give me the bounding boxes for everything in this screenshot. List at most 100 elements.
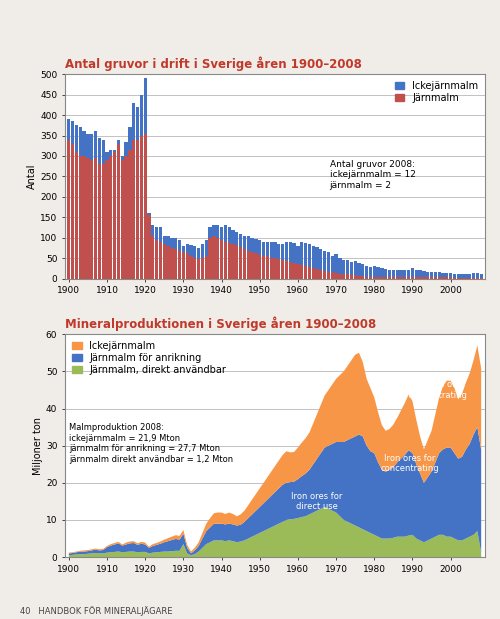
Bar [358,263,360,279]
Bar [258,255,262,279]
Bar [277,259,280,279]
Bar [476,278,479,279]
Bar [384,269,388,279]
Bar [182,252,185,279]
Bar [330,272,334,279]
Bar [86,158,90,279]
Bar [407,277,410,279]
Bar [388,269,391,279]
Bar [396,277,399,279]
Bar [132,140,136,279]
Bar [148,215,150,279]
Bar [388,277,391,279]
Bar [162,244,166,279]
Bar [369,277,372,279]
Bar [212,236,216,279]
Bar [472,273,475,279]
Bar [350,262,353,279]
Bar [323,271,326,279]
Bar [281,260,284,279]
Bar [82,156,86,279]
Bar [422,277,426,279]
Bar [411,277,414,279]
Bar [372,277,376,279]
Bar [243,249,246,279]
Bar [346,274,349,279]
Bar [342,260,345,279]
Bar [304,266,307,279]
Bar [270,242,273,279]
Text: Malmproduktion 2008:
ickejärnmalm = 21,9 Mton
järnmalm för anrikning = 27,7 Mton: Malmproduktion 2008: ickejärnmalm = 21,9… [69,423,234,464]
Bar [75,125,78,279]
Bar [358,275,360,279]
Bar [334,254,338,279]
Bar [170,248,173,279]
Bar [128,128,132,279]
Bar [86,134,90,279]
Bar [162,236,166,279]
Bar [464,278,468,279]
Bar [197,259,200,279]
Bar [232,244,234,279]
Bar [438,277,441,279]
Bar [75,152,78,279]
Bar [109,156,112,279]
Bar [300,266,304,279]
Bar [140,136,143,279]
Bar [338,274,342,279]
Bar [216,238,220,279]
Bar [266,256,269,279]
Bar [346,260,349,279]
Bar [212,225,216,279]
Bar [480,274,483,279]
Bar [144,134,147,279]
Bar [71,144,74,279]
Bar [354,261,357,279]
Bar [235,232,238,279]
Bar [292,263,296,279]
Bar [190,245,192,279]
Bar [132,103,136,279]
Text: Non ferrous ores
for concentrating: Non ferrous ores for concentrating [394,380,467,400]
Bar [274,242,276,279]
Bar [292,243,296,279]
Bar [102,164,105,279]
Bar [166,246,170,279]
Bar [361,264,364,279]
Bar [300,242,304,279]
Bar [250,238,254,279]
Bar [166,236,170,279]
Bar [456,274,460,279]
Bar [460,278,464,279]
Bar [266,242,269,279]
Bar [186,253,189,279]
Bar [174,238,178,279]
Bar [220,227,223,279]
Bar [204,256,208,279]
Bar [151,236,154,279]
Bar [392,277,395,279]
Bar [319,249,322,279]
Bar [228,243,231,279]
Bar [148,213,150,279]
Bar [124,156,128,279]
Bar [350,275,353,279]
Text: Antal gruvor i drift i Sverige åren 1900–2008: Antal gruvor i drift i Sverige åren 1900… [65,56,362,71]
Bar [414,277,418,279]
Bar [246,251,250,279]
Bar [376,267,380,279]
Bar [178,251,181,279]
Bar [338,258,342,279]
Bar [411,268,414,279]
Bar [262,242,265,279]
Bar [254,253,258,279]
Bar [396,271,399,279]
Bar [170,238,173,279]
Bar [277,244,280,279]
Bar [472,278,475,279]
Bar [113,152,116,279]
Bar [106,160,108,279]
Bar [262,256,265,279]
Bar [480,278,483,279]
Bar [380,268,384,279]
